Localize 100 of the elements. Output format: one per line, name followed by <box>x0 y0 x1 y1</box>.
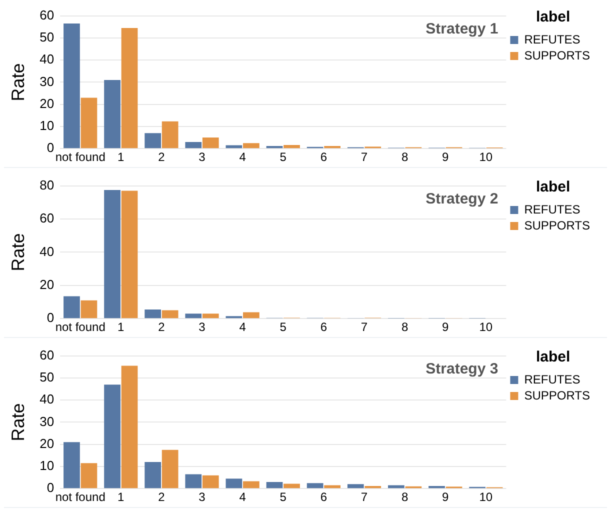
x-tick-label: 9 <box>442 490 450 504</box>
bar <box>64 24 80 148</box>
bar <box>202 138 219 148</box>
x-tick-label: 4 <box>239 490 246 504</box>
bar <box>243 312 260 318</box>
y-tick-label: 10 <box>40 118 54 134</box>
bar <box>284 484 300 488</box>
x-tick-label: 9 <box>442 150 450 164</box>
x-tick-label: 10 <box>479 150 493 164</box>
y-axis-title: Rate <box>8 63 28 102</box>
legend-title: label <box>536 348 570 366</box>
x-tick-label: not found <box>55 150 106 164</box>
bar <box>104 80 120 148</box>
x-tick-label: 1 <box>118 320 125 334</box>
y-tick-label: 40 <box>40 392 54 407</box>
y-tick-label: 30 <box>40 414 54 429</box>
bar <box>64 442 80 488</box>
x-tick-label: 8 <box>401 320 408 334</box>
y-tick-label: 0 <box>46 480 54 496</box>
y-tick-label: 20 <box>40 276 54 292</box>
chart-title: Strategy 1 <box>426 20 498 38</box>
x-tick-label: 6 <box>320 150 328 164</box>
y-tick-label: 30 <box>40 74 54 89</box>
bar <box>162 450 178 488</box>
x-tick-label: 8 <box>401 490 408 504</box>
y-axis-title: Rate <box>8 403 28 442</box>
bar <box>202 475 219 488</box>
bar <box>80 98 98 148</box>
legend-label: SUPPORTS <box>524 388 590 402</box>
y-tick-label: 80 <box>40 177 54 192</box>
x-tick-label: not found <box>55 320 106 334</box>
bar <box>202 314 219 318</box>
bar <box>324 146 340 148</box>
bar <box>64 296 80 318</box>
x-tick-label: 3 <box>198 490 206 504</box>
bar <box>226 478 242 488</box>
bar <box>144 309 162 318</box>
y-tick-label: 40 <box>40 52 54 67</box>
y-tick-label: 0 <box>46 140 54 156</box>
bar <box>284 145 300 148</box>
x-tick-label: not found <box>55 490 106 504</box>
bar <box>347 484 364 488</box>
chart-title: Strategy 3 <box>426 360 498 378</box>
bar <box>162 310 178 318</box>
bar <box>104 384 120 488</box>
bar <box>243 481 260 488</box>
y-tick-label: 40 <box>40 244 54 259</box>
bar <box>121 28 138 148</box>
bar <box>243 143 260 148</box>
y-tick-label: 20 <box>40 436 54 451</box>
legend-label: SUPPORTS <box>524 218 590 232</box>
y-tick-label: 60 <box>40 7 54 22</box>
bar <box>121 366 138 488</box>
x-tick-label: 7 <box>360 320 368 334</box>
legend-label: REFUTES <box>524 32 580 46</box>
x-tick-label: 2 <box>158 150 166 164</box>
x-tick-label: 5 <box>280 150 287 164</box>
y-tick-label: 50 <box>40 30 54 45</box>
x-tick-label: 8 <box>401 150 408 164</box>
chart-title: Strategy 2 <box>426 190 498 208</box>
bar <box>364 486 382 488</box>
y-axis-title: Rate <box>8 233 28 272</box>
x-tick-label: 6 <box>320 320 328 334</box>
bar <box>144 462 162 488</box>
y-tick-label: 60 <box>40 210 54 226</box>
x-tick-label: 1 <box>118 150 125 164</box>
bar <box>185 474 202 488</box>
x-tick-label: 3 <box>198 150 206 164</box>
legend-label: REFUTES <box>524 372 580 386</box>
x-tick-label: 2 <box>158 490 166 504</box>
y-tick-label: 0 <box>46 310 54 326</box>
y-tick-label: 60 <box>40 347 54 362</box>
x-tick-label: 5 <box>280 320 287 334</box>
x-tick-label: 7 <box>360 490 368 504</box>
y-tick-label: 10 <box>40 458 54 474</box>
bar <box>428 486 445 488</box>
bar <box>80 300 98 318</box>
x-tick-label: 10 <box>479 490 493 504</box>
bar <box>185 314 202 318</box>
x-tick-label: 3 <box>198 320 206 334</box>
x-tick-label: 9 <box>442 320 450 334</box>
x-tick-label: 4 <box>239 150 246 164</box>
bar <box>162 121 178 148</box>
y-tick-label: 20 <box>40 96 54 111</box>
bar <box>104 190 120 318</box>
bar <box>266 146 283 148</box>
legend-label: REFUTES <box>524 202 580 216</box>
bar <box>121 190 138 318</box>
x-tick-label: 5 <box>280 490 287 504</box>
x-tick-label: 10 <box>479 320 493 334</box>
bar <box>266 482 283 488</box>
legend-title: label <box>536 8 570 26</box>
x-tick-label: 6 <box>320 490 328 504</box>
legend-label: SUPPORTS <box>524 48 590 62</box>
bar <box>185 142 202 148</box>
x-tick-label: 7 <box>360 150 368 164</box>
bar <box>306 483 324 488</box>
bar <box>80 463 98 488</box>
legend-title: label <box>536 178 570 196</box>
y-tick-label: 50 <box>40 370 54 385</box>
